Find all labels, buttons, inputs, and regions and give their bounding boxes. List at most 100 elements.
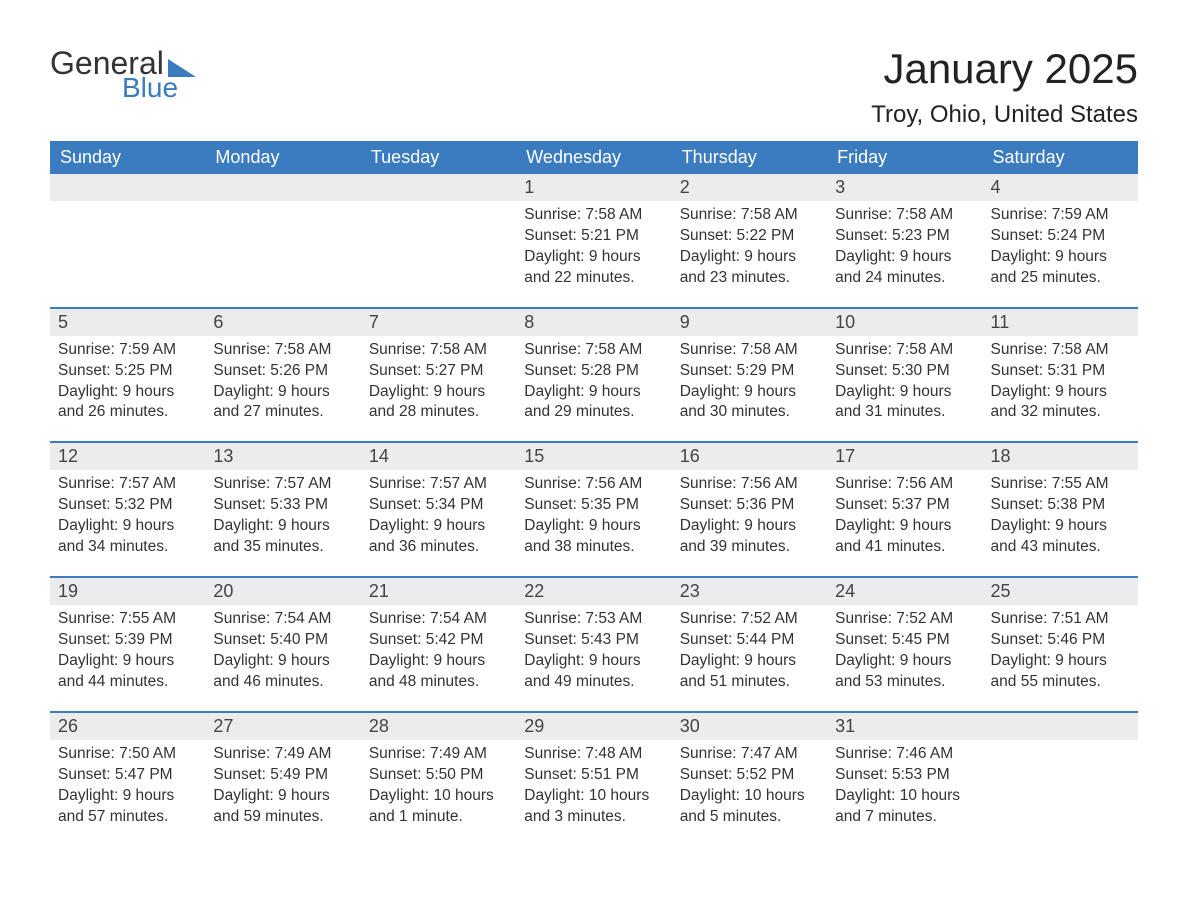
day-content: Sunrise: 7:58 AMSunset: 5:28 PMDaylight:… — [516, 336, 671, 442]
daynum-cell: 7 — [361, 309, 516, 336]
sunset-text: Sunset: 5:47 PM — [58, 765, 197, 786]
daynum-row: 1234 — [50, 174, 1138, 201]
day-content: Sunrise: 7:57 AMSunset: 5:34 PMDaylight:… — [361, 470, 516, 576]
day-content-row: Sunrise: 7:59 AMSunset: 5:25 PM Daylight:… — [50, 336, 1138, 442]
daylight-text: Daylight: 9 hours and 36 minutes. — [369, 516, 508, 558]
sunset-text: Sunset: 5:44 PM — [680, 630, 819, 651]
daylight-text: Daylight: 9 hours and 28 minutes. — [369, 382, 508, 424]
sunrise-text: Sunrise: 7:58 AM — [369, 340, 508, 361]
sunrise-text: Sunrise: 7:49 AM — [369, 744, 508, 765]
sunrise-text: Sunrise: 7:53 AM — [524, 609, 663, 630]
sunrise-text: Sunrise: 7:57 AM — [213, 474, 352, 495]
sunset-text: Sunset: 5:40 PM — [213, 630, 352, 651]
day-content: Sunrise: 7:52 AMSunset: 5:44 PMDaylight:… — [672, 605, 827, 711]
day-content: Sunrise: 7:58 AMSunset: 5:21 PMDaylight:… — [516, 201, 671, 307]
month-title: January 2025 — [871, 45, 1138, 93]
daynum-row: 262728293031 — [50, 711, 1138, 740]
sunrise-text: Sunrise: 7:58 AM — [524, 340, 663, 361]
sunset-text: Sunset: 5:51 PM — [524, 765, 663, 786]
daylight-text: Daylight: 9 hours and 38 minutes. — [524, 516, 663, 558]
sunset-text: Sunset: 5:52 PM — [680, 765, 819, 786]
daylight-text: Daylight: 10 hours and 1 minute. — [369, 786, 508, 828]
daynum-cell: 20 — [205, 578, 360, 605]
sunrise-text: Sunrise: 7:54 AM — [369, 609, 508, 630]
day-content: Sunrise: 7:58 AMSunset: 5:22 PMDaylight:… — [672, 201, 827, 307]
daynum-cell: 25 — [983, 578, 1138, 605]
daynum-cell: 19 — [50, 578, 205, 605]
sunset-text: Sunset: 5:37 PM — [835, 495, 974, 516]
daylight-text: Daylight: 9 hours and 27 minutes. — [213, 382, 352, 424]
day-content: Sunrise: 7:58 AMSunset: 5:30 PMDaylight:… — [827, 336, 982, 442]
daynum-cell — [983, 713, 1138, 740]
daynum-cell: 28 — [361, 713, 516, 740]
daynum-cell: 26 — [50, 713, 205, 740]
day-content: Sunrise: 7:55 AMSunset: 5:38 PMDaylight:… — [983, 470, 1138, 576]
day-content: Sunrise: 7:46 AMSunset: 5:53 PMDaylight:… — [827, 740, 982, 846]
sunrise-text: Sunrise: 7:57 AM — [58, 474, 197, 495]
sunset-text: Sunset: 5:46 PM — [991, 630, 1130, 651]
day-content: Sunrise: 7:51 AMSunset: 5:46 PMDaylight:… — [983, 605, 1138, 711]
sunrise-text: Sunrise: 7:58 AM — [680, 340, 819, 361]
sunrise-text: Sunrise: 7:58 AM — [680, 205, 819, 226]
day-content: Sunrise: 7:49 AMSunset: 5:49 PMDaylight:… — [205, 740, 360, 846]
day-content: Sunrise: 7:56 AMSunset: 5:37 PMDaylight:… — [827, 470, 982, 576]
sunrise-text: Sunrise: 7:54 AM — [213, 609, 352, 630]
daynum-row: 567891011 — [50, 307, 1138, 336]
sunset-text: Sunset: 5:23 PM — [835, 226, 974, 247]
sunset-text: Sunset: 5:28 PM — [524, 361, 663, 382]
sunrise-text: Sunrise: 7:56 AM — [524, 474, 663, 495]
sunset-text: Sunset: 5:39 PM — [58, 630, 197, 651]
sunrise-text: Sunrise: 7:58 AM — [991, 340, 1130, 361]
daynum-cell — [361, 174, 516, 201]
daynum-row: 19202122232425 — [50, 576, 1138, 605]
day-content: Sunrise: 7:50 AMSunset: 5:47 PMDaylight:… — [50, 740, 205, 846]
daylight-text: Daylight: 9 hours and 49 minutes. — [524, 651, 663, 693]
daylight-text: Daylight: 9 hours and 41 minutes. — [835, 516, 974, 558]
daynum-cell: 6 — [205, 309, 360, 336]
day-content: Sunrise: 7:48 AMSunset: 5:51 PMDaylight:… — [516, 740, 671, 846]
day-content-row: Sunrise: 7:57 AMSunset: 5:32 PMDaylight:… — [50, 470, 1138, 576]
sunrise-text: Sunrise: 7:49 AM — [213, 744, 352, 765]
daynum-cell: 31 — [827, 713, 982, 740]
sunset-text: Sunset: 5:30 PM — [835, 361, 974, 382]
sunrise-text: Sunrise: 7:57 AM — [369, 474, 508, 495]
sunrise-text: Sunrise: 7:58 AM — [835, 205, 974, 226]
day-content: Sunrise: 7:54 AMSunset: 5:40 PMDaylight:… — [205, 605, 360, 711]
daynum-cell: 22 — [516, 578, 671, 605]
sunrise-text: Sunrise: 7:47 AM — [680, 744, 819, 765]
sunset-text: Sunset: 5:33 PM — [213, 495, 352, 516]
sunset-text: Sunset: 5:25 PM — [58, 361, 197, 382]
day-content: Sunrise: 7:55 AMSunset: 5:39 PMDaylight:… — [50, 605, 205, 711]
daynum-cell: 16 — [672, 443, 827, 470]
daylight-text: Daylight: 10 hours and 5 minutes. — [680, 786, 819, 828]
daynum-cell: 15 — [516, 443, 671, 470]
sunrise-text: Sunrise: 7:59 AM — [991, 205, 1130, 226]
sunset-text: Sunset: 5:42 PM — [369, 630, 508, 651]
daylight-text: Daylight: 9 hours and 43 minutes. — [991, 516, 1130, 558]
daylight-text: Daylight: 9 hours and 25 minutes. — [991, 247, 1130, 289]
day-content: Sunrise: 7:52 AMSunset: 5:45 PMDaylight:… — [827, 605, 982, 711]
sunrise-text: Sunrise: 7:59 AM — [58, 340, 197, 361]
daylight-text: Daylight: 9 hours and 34 minutes. — [58, 516, 197, 558]
sunset-text: Sunset: 5:24 PM — [991, 226, 1130, 247]
day-content: Sunrise: 7:59 AMSunset: 5:24 PMDaylight:… — [983, 201, 1138, 307]
day-content: Sunrise: 7:54 AMSunset: 5:42 PMDaylight:… — [361, 605, 516, 711]
sunrise-text: Sunrise: 7:51 AM — [991, 609, 1130, 630]
day-content: Sunrise: 7:58 AMSunset: 5:29 PMDaylight:… — [672, 336, 827, 442]
sunset-text: Sunset: 5:53 PM — [835, 765, 974, 786]
day-content: Sunrise: 7:58 AMSunset: 5:27 PMDaylight:… — [361, 336, 516, 442]
header: General Blue January 2025 Troy, Ohio, Un… — [50, 45, 1138, 129]
sunset-text: Sunset: 5:31 PM — [991, 361, 1130, 382]
sunset-text: Sunset: 5:45 PM — [835, 630, 974, 651]
sunset-text: Sunset: 5:35 PM — [524, 495, 663, 516]
daylight-text: Daylight: 9 hours and 32 minutes. — [991, 382, 1130, 424]
daynum-cell: 23 — [672, 578, 827, 605]
weeks-container: 1234Sunrise: 7:58 AMSunset: 5:21 PMDayli… — [50, 174, 1138, 845]
sunrise-text: Sunrise: 7:56 AM — [835, 474, 974, 495]
day-content: Sunrise: 7:59 AMSunset: 5:25 PMDaylight:… — [50, 336, 205, 442]
sunset-text: Sunset: 5:32 PM — [58, 495, 197, 516]
sunset-text: Sunset: 5:26 PM — [213, 361, 352, 382]
daynum-cell: 21 — [361, 578, 516, 605]
logo-triangle-icon — [168, 59, 196, 77]
daynum-cell: 12 — [50, 443, 205, 470]
